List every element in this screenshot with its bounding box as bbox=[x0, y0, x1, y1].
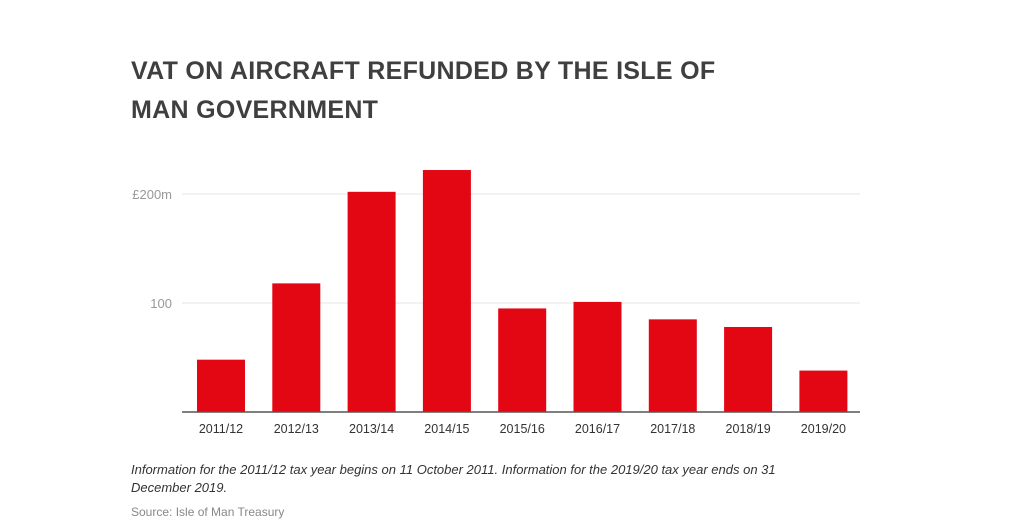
x-tick-label: 2019/20 bbox=[801, 422, 846, 436]
bar-2011/12 bbox=[197, 359, 245, 412]
x-tick-label: 2015/16 bbox=[500, 422, 545, 436]
bar-2015/16 bbox=[498, 308, 547, 412]
x-tick-label: 2011/12 bbox=[199, 422, 243, 436]
x-tick-label: 2013/14 bbox=[349, 422, 394, 436]
bar-2013/14 bbox=[347, 191, 396, 412]
x-tick-label: 2014/15 bbox=[424, 422, 469, 436]
chart-source: Source: Isle of Man Treasury bbox=[131, 505, 285, 519]
bar-2019/20 bbox=[799, 370, 848, 412]
y-tick-label: 100 bbox=[150, 296, 172, 311]
bar-2017/18 bbox=[648, 319, 697, 412]
chart-note: Information for the 2011/12 tax year beg… bbox=[131, 462, 776, 495]
x-tick-label: 2012/13 bbox=[274, 422, 319, 436]
bar-2018/19 bbox=[724, 326, 773, 412]
bar-2014/15 bbox=[422, 170, 471, 412]
chart-title: VAT ON AIRCRAFT REFUNDED BY THE ISLE OF … bbox=[131, 57, 716, 124]
x-tick-label: 2018/19 bbox=[726, 422, 771, 436]
x-tick-label: 2017/18 bbox=[650, 422, 695, 436]
bar-2012/13 bbox=[272, 283, 321, 412]
y-tick-label: £200m bbox=[132, 187, 172, 202]
bar-2016/17 bbox=[573, 301, 622, 412]
x-tick-label: 2016/17 bbox=[575, 422, 620, 436]
